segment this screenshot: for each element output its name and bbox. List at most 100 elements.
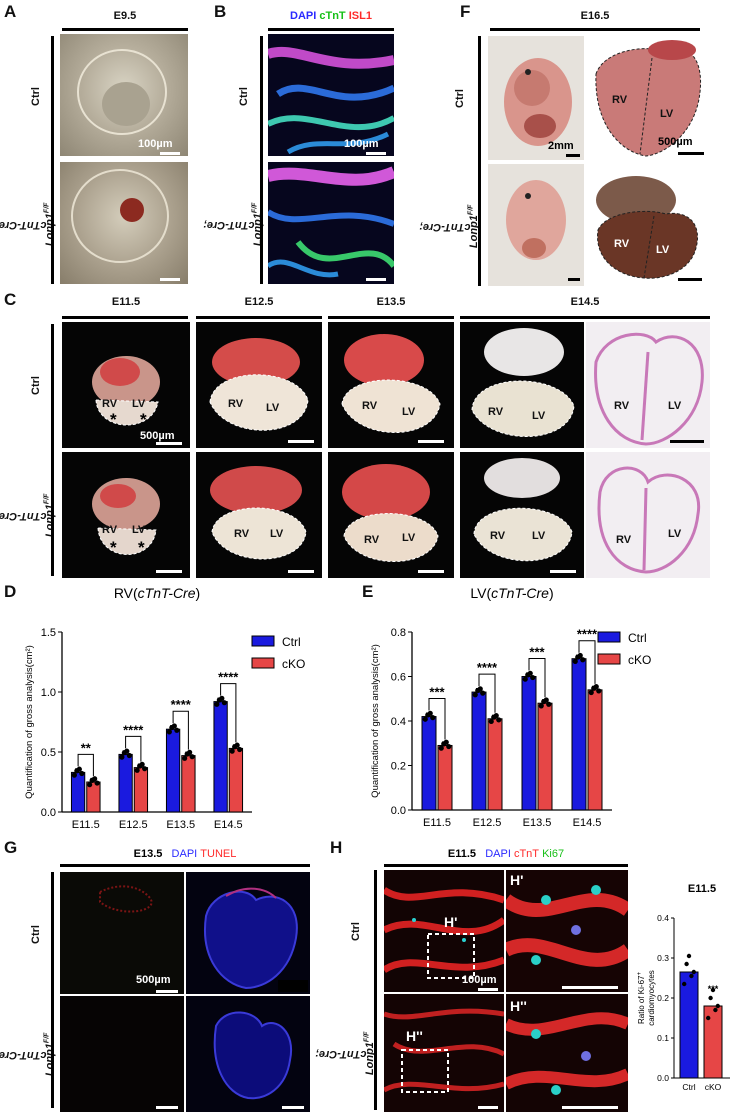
panel-g-header: E13.5 DAPI TUNEL xyxy=(133,848,237,860)
significance-bracket xyxy=(125,735,142,762)
bar-ctrl xyxy=(70,771,86,813)
panel-f-mutant-heart: RV LV xyxy=(586,164,710,286)
panel-h-mut-scale xyxy=(478,1106,498,1109)
panel-h-scale-text: 100µm xyxy=(462,974,497,986)
data-point xyxy=(488,718,494,725)
panel-f-ctrl-rv: RV xyxy=(612,94,628,106)
y-tick-label: 0.5 xyxy=(41,747,56,759)
panel-f-ctrl-heart: RV LV 500µm xyxy=(586,36,710,160)
x-tick-label: E12.5 xyxy=(473,817,502,829)
panel-c-ctrl-hist-lv: LV xyxy=(668,400,682,412)
panel-c-row-mutant: cTnT-Cre;Lonp1F/F xyxy=(0,493,56,537)
data-point xyxy=(691,969,696,975)
panel-c-ctrl-e13: RV LV xyxy=(328,322,454,448)
panel-f-mutant-embryo xyxy=(488,164,584,286)
panel-label-b: B xyxy=(214,2,227,21)
panel-c-ctrl-e11: RV LV * * 500µm xyxy=(62,322,190,448)
panel-h-mut-inset-scale xyxy=(562,1106,618,1109)
panel-c-ctrl-e12: RV LV xyxy=(196,322,322,448)
panel-c-bar-4 xyxy=(460,316,710,319)
significance-label: **** xyxy=(577,627,598,642)
significance-label: **** xyxy=(477,660,498,675)
data-point xyxy=(139,761,145,767)
panel-a-ctrl-image: 100µm xyxy=(60,34,188,156)
data-point xyxy=(493,712,499,719)
panel-f-mutant-rv: RV xyxy=(614,238,630,250)
panel-c-row-bar xyxy=(51,324,54,576)
panel-g-ctrl-tunel: 500µm xyxy=(60,872,184,994)
bar-cko xyxy=(133,767,149,813)
panel-g-top-bar xyxy=(60,864,310,867)
data-point xyxy=(538,703,544,709)
y-tick-label: 1.5 xyxy=(41,627,56,639)
panel-f-heart-scale-text: 500µm xyxy=(658,136,693,148)
panel-h-mut-inset-label: H'' xyxy=(510,998,527,1014)
panel-c-ctrl-e11-star-1: * xyxy=(110,410,117,429)
panel-h-inset1-label: H' xyxy=(444,914,458,930)
panel-b-stains: DAPI cTnT ISL1 xyxy=(290,10,372,22)
data-point xyxy=(593,684,599,690)
significance-label: **** xyxy=(123,722,144,737)
data-point xyxy=(596,688,602,694)
y-tick-label: 0.2 xyxy=(391,761,406,773)
data-point xyxy=(221,700,227,706)
data-point xyxy=(427,710,433,716)
panel-c-row-ctrl: Ctrl xyxy=(29,375,42,395)
data-point xyxy=(706,1015,711,1021)
panel-g-mut-scale xyxy=(156,1106,178,1109)
data-point xyxy=(496,717,502,723)
legend-swatch-ctrl xyxy=(597,631,621,643)
bar-ctrl xyxy=(421,716,437,811)
data-point xyxy=(527,670,533,676)
data-point xyxy=(713,1007,718,1013)
panel-label-c: C xyxy=(4,290,17,309)
y-tick-label: 0.4 xyxy=(657,913,669,923)
data-point xyxy=(92,776,98,782)
panel-g-row-bar xyxy=(51,872,54,1108)
panel-c-bar-3 xyxy=(328,316,454,319)
panel-g-mut-merge-scale xyxy=(282,1106,304,1109)
x-tick-label: E13.5 xyxy=(523,817,552,829)
panel-g-merge-scale-block xyxy=(278,980,308,992)
x-tick-label: E12.5 xyxy=(119,819,148,831)
data-point xyxy=(430,715,436,721)
significance-bracket xyxy=(428,698,446,740)
data-point xyxy=(219,695,225,701)
panel-c-ctrl-e13-rv: RV xyxy=(362,400,378,412)
significance-label: *** xyxy=(529,645,545,660)
bar-cko xyxy=(437,744,453,811)
panel-g-mut-tunel xyxy=(60,996,184,1112)
panel-c-mut-e11-rv: RV xyxy=(102,524,118,536)
chart-title: RV(cTnT-Cre) xyxy=(114,585,200,601)
panel-h-mut-overview: H'' xyxy=(384,994,504,1112)
panel-h-inset2-label: H'' xyxy=(406,1028,423,1044)
data-point xyxy=(684,961,689,967)
data-point xyxy=(71,772,77,778)
panel-c-mut-e13: RV LV xyxy=(328,452,454,578)
panel-f-embryo-scale-bar xyxy=(566,154,580,157)
panel-c-stage-3: E13.5 xyxy=(376,296,406,308)
panel-b-scale-bar xyxy=(366,152,386,155)
legend-swatch-ctrl xyxy=(251,635,275,647)
significance-bracket xyxy=(220,683,237,743)
panel-c-ctrl-e11-rv: RV xyxy=(102,398,118,410)
panel-h-row-mutant: cTnT-Cre; Lonp1F/F xyxy=(315,1031,377,1075)
data-point xyxy=(686,953,692,959)
legend-label-ctrl: Ctrl xyxy=(282,635,301,649)
panel-c-mut-e13-scale xyxy=(418,570,444,573)
bar-cko xyxy=(487,718,503,811)
panel-a-scale-bar xyxy=(160,152,180,155)
data-point xyxy=(588,689,594,696)
bar-cko xyxy=(537,702,553,811)
bar-cko xyxy=(228,747,244,813)
panel-g-row-ctrl: Ctrl xyxy=(29,924,42,944)
panel-c-mut-e14-scale xyxy=(550,570,576,573)
panel-c-scale-text: 500µm xyxy=(140,430,175,442)
data-point xyxy=(182,755,188,761)
data-point xyxy=(477,686,483,692)
panel-c-mut-e11-scale xyxy=(156,570,182,573)
panel-c-ctrl-histology: RV LV xyxy=(586,322,710,448)
chart-lv: LV(cTnT-Cre) 0.0 0.2 0.4 0.6 0.8 Quantificatio… xyxy=(370,585,651,829)
data-point xyxy=(472,692,478,698)
data-point xyxy=(76,766,82,772)
